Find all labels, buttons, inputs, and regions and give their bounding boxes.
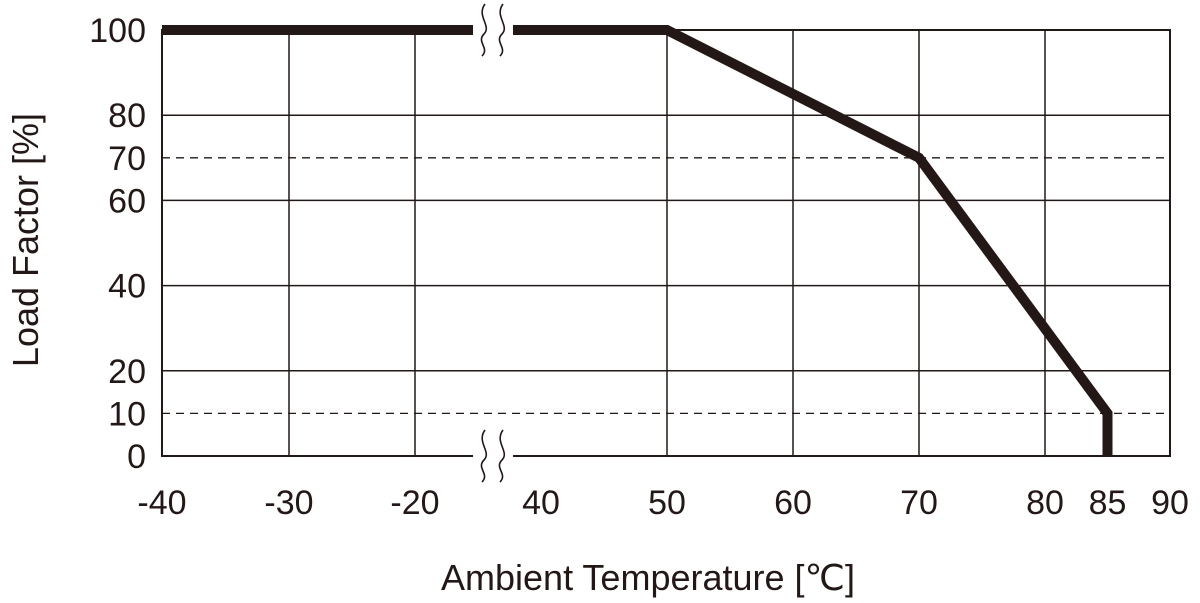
curve-layer <box>162 25 1113 456</box>
y-tick-label: 20 <box>108 353 146 391</box>
x-tick-label: 85 <box>1089 484 1127 522</box>
x-tick-label: 80 <box>1026 484 1064 522</box>
break-gap-bottom <box>473 430 513 482</box>
x-axis-label: Ambient Temperature [℃] <box>441 557 855 598</box>
break-squiggle <box>498 429 506 483</box>
x-tick-label: -40 <box>137 484 186 522</box>
grid <box>161 29 1171 457</box>
y-tick-label: 60 <box>108 182 146 220</box>
y-tick-label: 80 <box>108 97 146 135</box>
x-tick-label: -20 <box>390 484 439 522</box>
x-tick-label: 70 <box>900 484 938 522</box>
x-tick-label: 40 <box>522 484 560 522</box>
plot-frame <box>161 29 1171 457</box>
derating-curve-line <box>162 25 1113 456</box>
y-tick-label: 70 <box>108 140 146 178</box>
x-tick-label: 90 <box>1151 484 1189 522</box>
break-gap-top <box>473 4 513 56</box>
break-squiggle <box>498 3 506 57</box>
x-tick-label: 50 <box>648 484 686 522</box>
x-tick-label: 60 <box>774 484 812 522</box>
y-tick-label: 10 <box>108 395 146 433</box>
y-tick-label: 40 <box>108 268 146 306</box>
x-tick-label: -30 <box>264 484 313 522</box>
break-squiggle <box>480 3 488 57</box>
tick-labels: -40 -30 -20 40 50 60 70 80 85 90 0 10 20 40 60 70 80 100 <box>89 12 1189 522</box>
axis-break-marks <box>473 3 513 483</box>
y-axis-label: Load Factor [%] <box>5 113 46 367</box>
y-tick-label: 100 <box>89 12 146 50</box>
y-tick-label: 0 <box>127 438 146 476</box>
break-squiggle <box>480 429 488 483</box>
